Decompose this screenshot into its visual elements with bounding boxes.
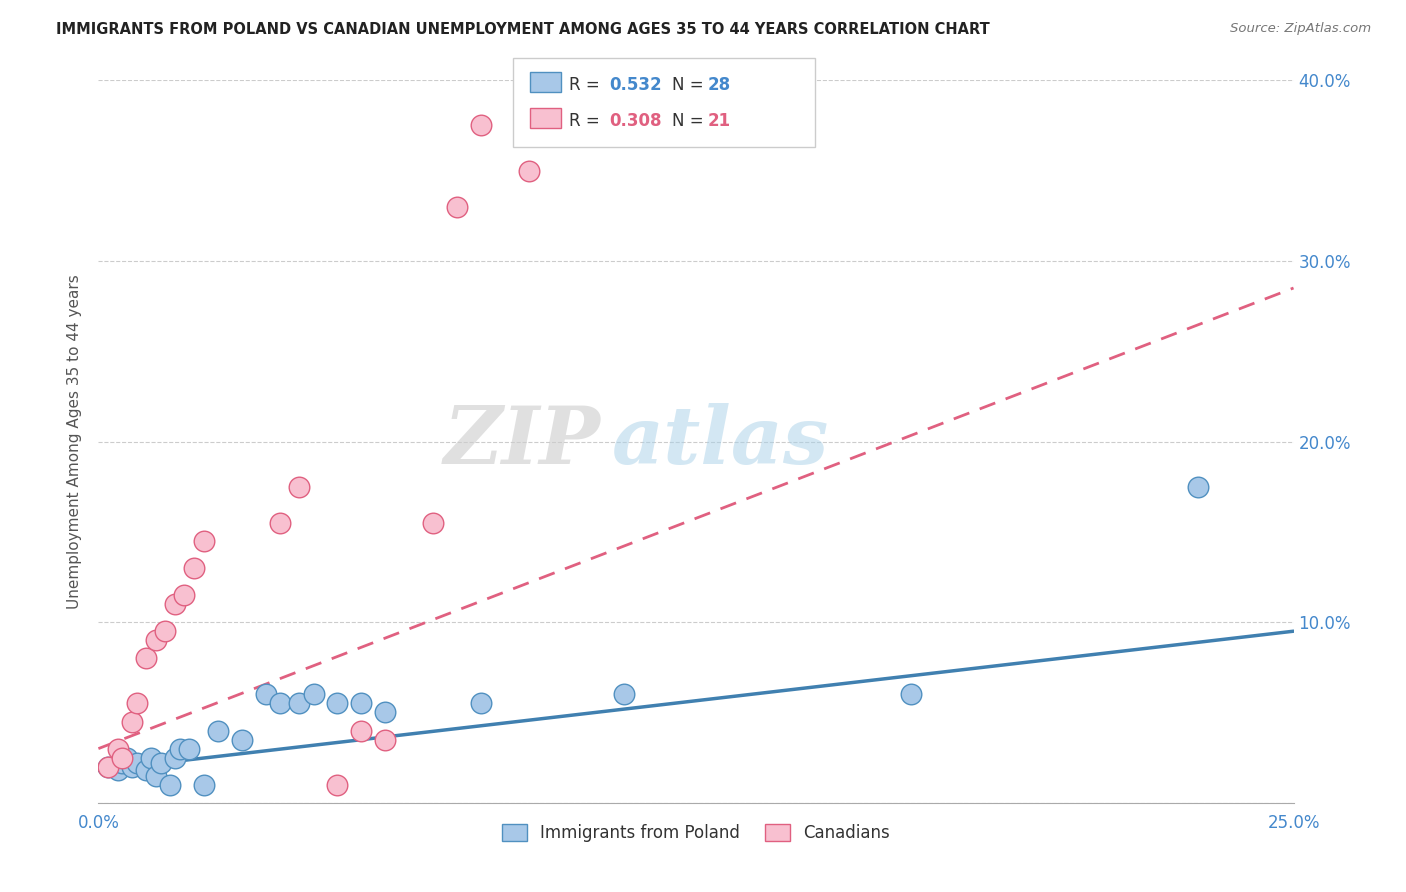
Point: [135, 651, 157, 665]
Point: [97, 760, 120, 774]
Legend: Immigrants from Poland, Canadians: Immigrants from Poland, Canadians: [495, 817, 897, 848]
Point: [121, 760, 143, 774]
Point: [1187, 480, 1209, 494]
Point: [269, 697, 291, 711]
Text: 0.532: 0.532: [609, 76, 661, 94]
Point: [350, 723, 373, 738]
Text: 21: 21: [707, 112, 730, 129]
Text: Source: ZipAtlas.com: Source: ZipAtlas.com: [1230, 22, 1371, 36]
Text: 0.308: 0.308: [609, 112, 661, 129]
Point: [470, 697, 492, 711]
Point: [288, 697, 311, 711]
Text: N =: N =: [672, 76, 709, 94]
Point: [302, 687, 325, 701]
Point: [145, 769, 167, 783]
Text: atlas: atlas: [613, 403, 830, 480]
Point: [900, 687, 922, 701]
Point: [173, 588, 195, 602]
Point: [326, 778, 349, 792]
Point: [111, 756, 134, 770]
Text: N =: N =: [672, 112, 709, 129]
Text: R =: R =: [569, 112, 606, 129]
Point: [125, 697, 148, 711]
Point: [288, 480, 311, 494]
Point: [149, 756, 172, 770]
Point: [374, 732, 396, 747]
Point: [183, 561, 205, 575]
Point: [269, 516, 291, 530]
Point: [111, 750, 134, 764]
Point: [135, 764, 157, 778]
Point: [97, 760, 120, 774]
Point: [350, 697, 373, 711]
Point: [470, 119, 492, 133]
Point: [193, 533, 215, 548]
Point: [422, 516, 444, 530]
Text: ZIP: ZIP: [443, 403, 600, 480]
Point: [613, 687, 636, 701]
Point: [374, 706, 396, 720]
Point: [179, 741, 201, 756]
Point: [254, 687, 277, 701]
Y-axis label: Unemployment Among Ages 35 to 44 years: Unemployment Among Ages 35 to 44 years: [67, 274, 83, 609]
Point: [115, 750, 138, 764]
Point: [163, 750, 186, 764]
Point: [121, 714, 143, 729]
Text: R =: R =: [569, 76, 606, 94]
Point: [326, 697, 349, 711]
Point: [107, 764, 129, 778]
Point: [446, 200, 468, 214]
Text: 28: 28: [707, 76, 730, 94]
Point: [145, 633, 167, 648]
Point: [159, 778, 181, 792]
Point: [207, 723, 229, 738]
Point: [169, 741, 191, 756]
Point: [163, 597, 186, 611]
Point: [107, 741, 129, 756]
Point: [139, 750, 162, 764]
Point: [193, 778, 215, 792]
Point: [155, 624, 177, 639]
Text: IMMIGRANTS FROM POLAND VS CANADIAN UNEMPLOYMENT AMONG AGES 35 TO 44 YEARS CORREL: IMMIGRANTS FROM POLAND VS CANADIAN UNEMP…: [56, 22, 990, 37]
Point: [517, 163, 540, 178]
Point: [231, 732, 253, 747]
Point: [125, 756, 148, 770]
